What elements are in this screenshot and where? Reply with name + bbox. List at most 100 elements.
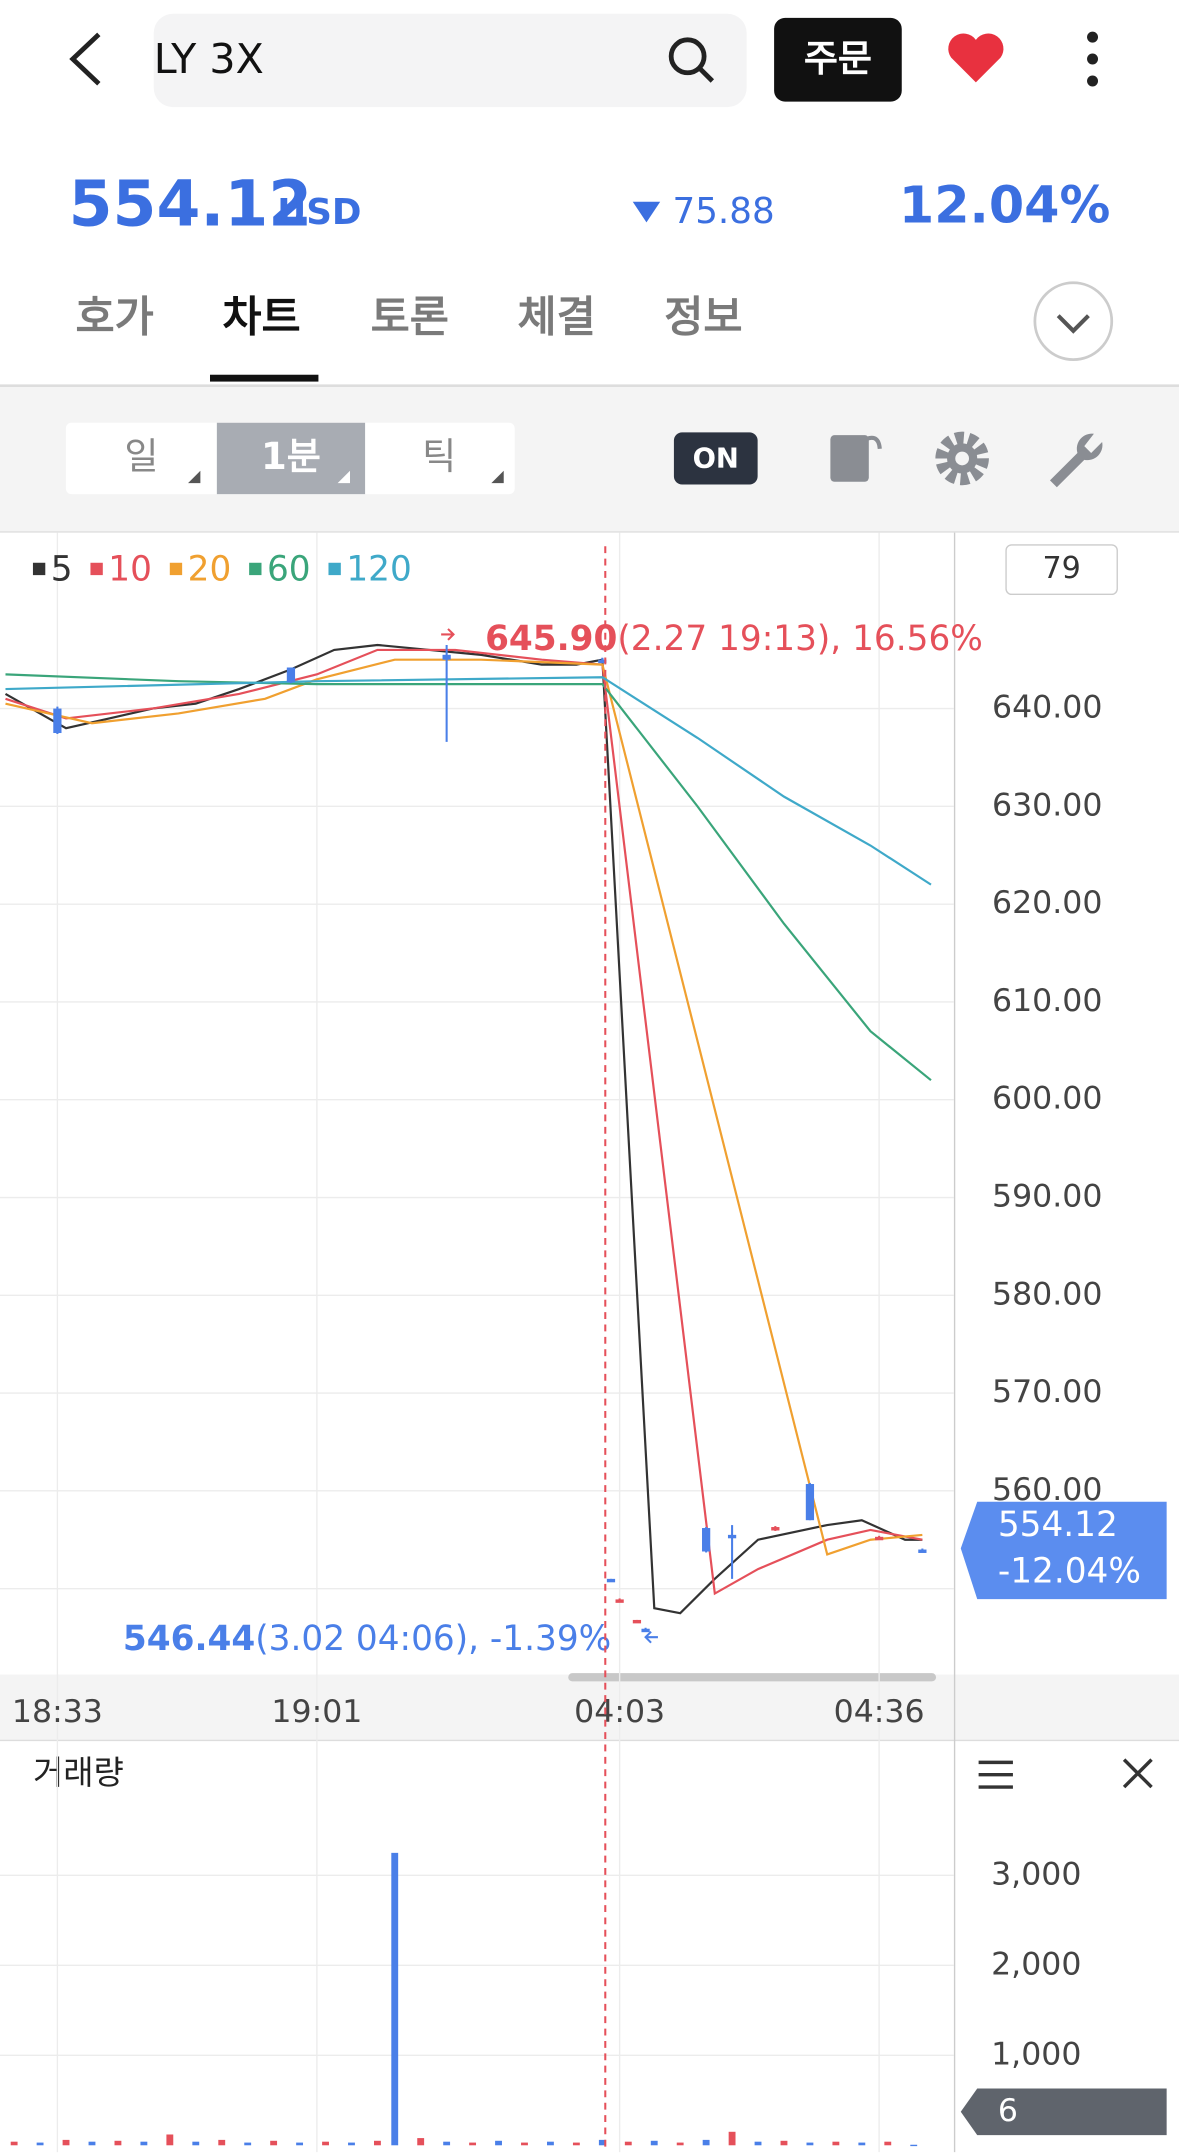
candle-body [442, 654, 451, 660]
current-price-tag [960, 1501, 1167, 1600]
period-option[interactable]: 틱 [422, 435, 456, 478]
favorite-icon[interactable] [948, 33, 1004, 83]
volume-bar [10, 2141, 18, 2146]
volume-bar [374, 2140, 381, 2146]
volume-bar [36, 2142, 44, 2146]
search-box[interactable] [153, 13, 747, 108]
volume-bar [728, 2131, 736, 2146]
candle-body [702, 1528, 711, 1552]
x-tick-label: 04:03 [574, 1694, 665, 1730]
volume-bar [495, 2140, 502, 2146]
candle-body [805, 1484, 815, 1521]
legend-label: 10 [108, 549, 152, 589]
volume-bar [391, 1852, 399, 2146]
plot: 550.00560.00570.00580.00590.00600.00610.… [0, 532, 1167, 2153]
change-rate: 12.04% [899, 176, 1110, 235]
price: 554.12 [69, 167, 313, 241]
toggle-badge[interactable] [673, 432, 758, 485]
volume-close[interactable] [1122, 1758, 1153, 1789]
ma-line [5, 673, 932, 1082]
y-tick-label: 610.00 [992, 983, 1102, 1019]
volume-bar [270, 2140, 278, 2146]
candle-body [615, 1599, 624, 1603]
y-tick-label: 2,000 [991, 1946, 1081, 1982]
volume-bar [62, 2139, 70, 2146]
order-button[interactable] [774, 17, 902, 102]
y-tick-label: 570.00 [992, 1374, 1102, 1410]
legend-swatch [90, 562, 103, 576]
volume-bar [322, 2141, 329, 2146]
ma-line [5, 648, 923, 1596]
candle-body [771, 1527, 780, 1531]
tools-icon[interactable] [1049, 433, 1103, 488]
current-volume-tag [960, 2088, 1167, 2136]
price-change: 75.88 [673, 191, 775, 232]
tab[interactable]: 체결 [517, 293, 595, 342]
period-option-active[interactable]: 1분 [261, 435, 321, 478]
rotate-icon[interactable] [830, 435, 882, 482]
tab[interactable]: 호가 [75, 293, 153, 342]
volume-bar [417, 2138, 425, 2146]
dropdown-mark [188, 470, 201, 484]
volume-bar [572, 2142, 580, 2146]
x-tick-label: 04:36 [834, 1694, 925, 1730]
volume-bar [598, 2139, 606, 2146]
period-option[interactable]: 일 [124, 435, 158, 478]
back-button[interactable] [69, 32, 101, 86]
volume-bar [702, 2139, 710, 2146]
settings-icon[interactable] [935, 431, 989, 486]
tab[interactable]: 토론 [371, 293, 449, 342]
x-tick-label: 19:01 [271, 1694, 362, 1730]
ma-line [5, 658, 923, 1556]
current-volume-label: 6 [998, 2093, 1018, 2129]
order-button-label: 주문 [804, 37, 872, 80]
current-price-label: 554.12 [998, 1505, 1118, 1545]
y-tick-label: 3,000 [991, 1856, 1081, 1892]
volume-bar [114, 2140, 122, 2146]
legend-swatch [169, 562, 183, 576]
more-menu[interactable] [1087, 31, 1099, 87]
volume-bar [858, 2142, 866, 2146]
candle-body [875, 1536, 884, 1541]
tab-active[interactable]: 차트 [222, 293, 300, 342]
legend-swatch [32, 562, 46, 576]
x-axis-strip [0, 1674, 1179, 1741]
chart-panel [0, 532, 1179, 2153]
y-tick-label: 1,000 [991, 2036, 1081, 2072]
tab[interactable]: 정보 [664, 293, 742, 342]
volume-bar [218, 2139, 226, 2146]
down-arrow [632, 201, 661, 223]
annotation: 645.90(2.27 19:13), 16.56% [485, 618, 983, 658]
candle-body [286, 667, 296, 683]
ma-line [4, 643, 923, 1615]
grid [0, 532, 954, 2153]
tab-underline [209, 374, 319, 382]
volume-bar [832, 2141, 840, 2146]
count-box[interactable] [1005, 544, 1118, 596]
scrollbar[interactable] [568, 1673, 937, 1682]
volume-bar [547, 2141, 554, 2146]
candle-body [598, 659, 607, 664]
candle-body [606, 1578, 616, 1583]
annotation: 546.44(3.02 04:06), -1.39% [123, 1618, 611, 1658]
tabs-expand[interactable] [1033, 281, 1114, 362]
search-icon[interactable] [668, 37, 715, 83]
volume-title: 거래량 [33, 1753, 124, 1792]
candle-body [632, 1619, 642, 1624]
symbol-title: LY 3X [154, 35, 264, 83]
volume-bar [521, 2142, 528, 2146]
current-change-label: -12.04% [998, 1552, 1141, 1592]
volume-menu[interactable] [978, 1760, 1013, 1789]
candle-body [727, 1534, 737, 1539]
annotation-arrow [644, 1630, 658, 1644]
annotation-arrow [441, 628, 455, 641]
volume-bar [296, 2142, 304, 2146]
annotation-value: 645.90 [485, 618, 617, 658]
volume-bar [469, 2142, 477, 2146]
legend-swatch [328, 562, 341, 576]
volume-bar [443, 2141, 451, 2146]
ma-line [5, 676, 932, 886]
volume-bar [806, 2142, 814, 2146]
volume-bar [166, 2134, 174, 2146]
